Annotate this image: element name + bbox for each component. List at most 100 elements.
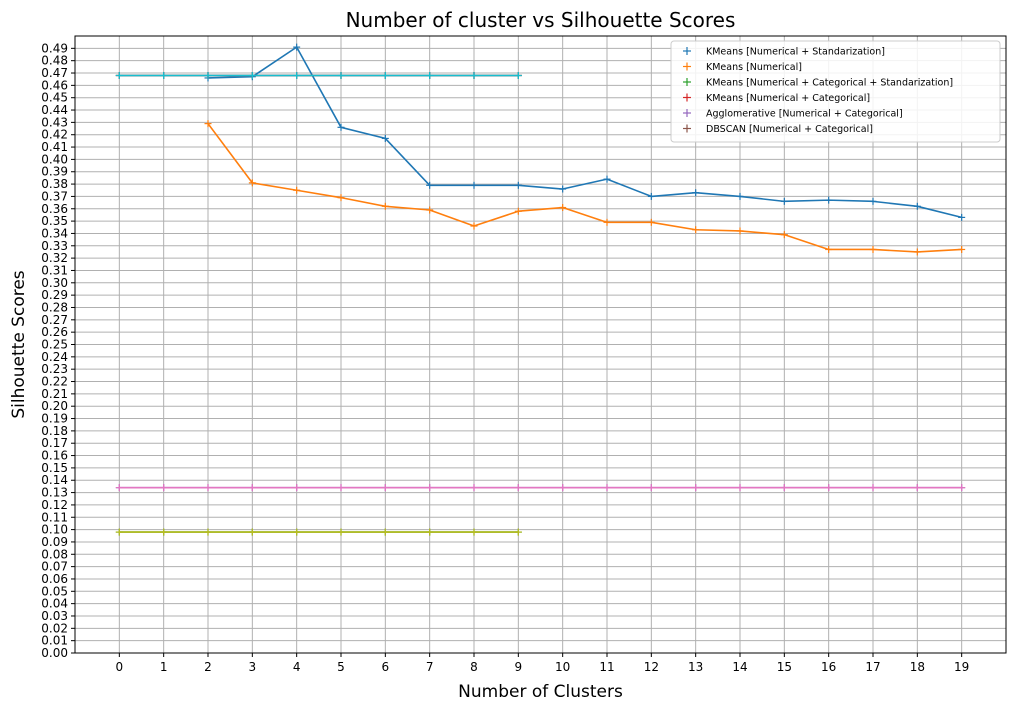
legend-entry: KMeans [Numerical + Categorical] (683, 93, 870, 104)
x-tick-label: 9 (515, 660, 523, 674)
y-tick-label: 0.15 (41, 461, 68, 475)
data-point (426, 71, 434, 79)
y-tick-label: 0.32 (41, 251, 68, 265)
data-point (293, 43, 301, 51)
data-point (736, 192, 744, 200)
data-point (248, 528, 256, 536)
data-point (647, 218, 655, 226)
y-axis-ticks: 0.000.010.020.030.040.050.060.070.080.09… (41, 41, 75, 660)
legend-label: DBSCAN [Numerical + Categorical] (706, 124, 873, 135)
legend-label: KMeans [Numerical] (706, 62, 802, 73)
y-tick-label: 0.24 (41, 350, 68, 364)
y-tick-label: 0.46 (41, 78, 68, 92)
data-point (381, 71, 389, 79)
data-point (337, 123, 345, 131)
data-point (559, 185, 567, 193)
y-tick-label: 0.40 (41, 152, 68, 166)
data-point (470, 528, 478, 536)
data-point (160, 71, 168, 79)
data-point (115, 484, 123, 492)
data-point (958, 245, 966, 253)
legend-label: KMeans [Numerical + Categorical] (706, 93, 870, 104)
y-tick-label: 0.14 (41, 473, 68, 487)
y-tick-label: 0.21 (41, 387, 68, 401)
y-tick-label: 0.19 (41, 412, 68, 426)
data-point (603, 175, 611, 183)
y-tick-label: 0.06 (41, 572, 68, 586)
y-tick-label: 0.44 (41, 103, 68, 117)
y-tick-label: 0.11 (41, 510, 68, 524)
y-tick-label: 0.05 (41, 584, 68, 598)
x-tick-label: 16 (821, 660, 836, 674)
data-point (514, 181, 522, 189)
data-point (780, 231, 788, 239)
data-point (647, 192, 655, 200)
data-point (514, 207, 522, 215)
data-point (160, 484, 168, 492)
x-axis-ticks: 0 1 2 3 4 5 6 7 8 9 10 11 12 13 14 15 16 17 18 19 (116, 653, 969, 674)
y-tick-label: 0.47 (41, 66, 68, 80)
data-point (958, 484, 966, 492)
y-tick-label: 0.36 (41, 202, 68, 216)
y-tick-label: 0.27 (41, 313, 68, 327)
data-point (426, 528, 434, 536)
data-point (293, 484, 301, 492)
y-tick-label: 0.20 (41, 399, 68, 413)
x-tick-label: 2 (204, 660, 212, 674)
data-point (337, 484, 345, 492)
legend-label: KMeans [Numerical + Categorical + Standa… (706, 78, 953, 89)
data-point (204, 120, 212, 128)
legend-box (670, 40, 1001, 143)
data-point (115, 71, 123, 79)
chart-title: Number of cluster vs Silhouette Scores (346, 8, 736, 32)
x-tick-label: 13 (688, 660, 703, 674)
data-point (381, 528, 389, 536)
x-tick-label: 5 (337, 660, 345, 674)
y-tick-label: 0.31 (41, 263, 68, 277)
data-point (647, 484, 655, 492)
data-point (913, 484, 921, 492)
data-point (780, 484, 788, 492)
data-point (913, 202, 921, 210)
data-point (514, 528, 522, 536)
data-point (470, 181, 478, 189)
data-point (603, 218, 611, 226)
data-point (426, 181, 434, 189)
y-tick-label: 0.43 (41, 115, 68, 129)
data-point (381, 484, 389, 492)
x-axis-label: Number of Clusters (458, 682, 623, 702)
legend-entry: KMeans [Numerical] (683, 62, 802, 73)
y-tick-label: 0.25 (41, 338, 68, 352)
legend-entry: DBSCAN [Numerical + Categorical] (683, 124, 873, 135)
data-point (115, 528, 123, 536)
data-point (293, 528, 301, 536)
x-tick-label: 0 (116, 660, 124, 674)
y-tick-label: 0.00 (41, 646, 68, 660)
data-point (736, 227, 744, 235)
y-tick-label: 0.08 (41, 547, 68, 561)
y-tick-label: 0.13 (41, 486, 68, 500)
data-point (958, 213, 966, 221)
legend-entry: Agglomerative [Numerical + Categorical] (683, 109, 903, 120)
data-point (514, 484, 522, 492)
data-point (293, 186, 301, 194)
x-tick-label: 8 (470, 660, 478, 674)
data-point (293, 71, 301, 79)
y-tick-label: 0.16 (41, 449, 68, 463)
x-tick-label: 17 (865, 660, 880, 674)
y-tick-label: 0.34 (41, 226, 68, 240)
y-tick-label: 0.12 (41, 498, 68, 512)
y-tick-label: 0.02 (41, 621, 68, 635)
data-point (337, 528, 345, 536)
data-point (248, 484, 256, 492)
data-point (160, 528, 168, 536)
y-tick-label: 0.28 (41, 300, 68, 314)
x-tick-label: 19 (954, 660, 969, 674)
y-axis-label: Silhouette Scores (9, 270, 29, 418)
data-point (692, 226, 700, 234)
y-tick-label: 0.35 (41, 214, 68, 228)
y-tick-label: 0.49 (41, 41, 68, 55)
data-point (204, 528, 212, 536)
data-point (559, 204, 567, 212)
